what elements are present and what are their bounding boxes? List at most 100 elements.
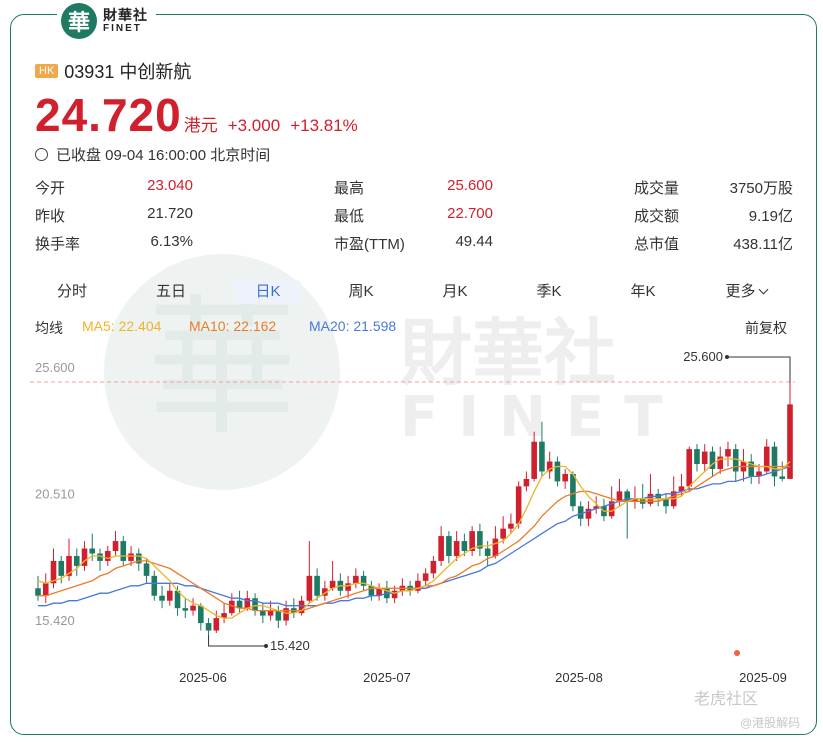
stat-value: 9.19亿	[748, 208, 793, 225]
last-price: 24.720	[35, 89, 182, 141]
ma-label: 均线	[35, 320, 63, 336]
candle-body	[35, 588, 41, 596]
tab-4[interactable]: 月K	[425, 280, 485, 304]
candle-body	[562, 473, 568, 482]
candle-body	[376, 588, 382, 596]
tab-2[interactable]: 日K	[235, 280, 301, 304]
candle-body	[73, 555, 80, 566]
candle-body	[213, 618, 220, 631]
candle-body	[717, 456, 724, 469]
candle-body	[508, 523, 514, 529]
candle-body	[523, 478, 530, 487]
candle-body	[275, 610, 282, 621]
candle-body	[694, 449, 700, 465]
candle-body	[554, 461, 561, 482]
tab-7[interactable]: 更多	[716, 280, 776, 304]
max-price-label: 25.600	[683, 349, 723, 364]
y-tick-label: 15.420	[35, 613, 75, 628]
candle-body	[748, 461, 755, 477]
candle-body	[314, 575, 320, 596]
candle-body	[492, 538, 499, 556]
candle-body	[663, 498, 669, 507]
candle-body	[112, 541, 119, 551]
candle-body	[477, 531, 483, 549]
candle-body	[709, 451, 716, 469]
price-change: +3.000	[227, 116, 281, 135]
candle-body	[515, 486, 522, 524]
stat-label: 最高	[334, 180, 365, 197]
tab-5[interactable]: 季K	[519, 280, 579, 304]
candle-body	[322, 588, 328, 596]
price-unit: 港元	[183, 116, 218, 135]
tab-label: 季K	[536, 283, 562, 300]
clock-icon	[35, 148, 48, 161]
x-tick-label: 2025-09	[739, 670, 787, 685]
candle-body	[135, 553, 142, 564]
candle-body	[732, 449, 739, 472]
stat-value: 22.700	[447, 205, 493, 222]
candle-body	[221, 613, 227, 619]
tab-3[interactable]: 周K	[331, 280, 391, 304]
tab-label: 月K	[442, 283, 468, 300]
candle-body	[616, 491, 623, 502]
candle-body	[771, 446, 778, 477]
candle-body	[461, 541, 468, 551]
candle-body	[198, 605, 204, 624]
market-badge: HK	[35, 64, 59, 78]
tab-label: 五日	[155, 283, 186, 300]
candle-body	[701, 451, 708, 465]
tab-label: 更多	[725, 283, 756, 300]
stat-value: 438.11亿	[733, 236, 793, 253]
candle-body	[585, 508, 592, 519]
tab-label: 分时	[56, 283, 87, 300]
stat-label: 成交量	[634, 180, 680, 197]
candle-body	[329, 580, 336, 589]
logo-name-en: FINET	[103, 23, 142, 34]
tab-1[interactable]: 五日	[141, 280, 201, 304]
candle-body	[97, 553, 103, 561]
candle-body	[787, 404, 793, 479]
candle-body	[632, 498, 638, 502]
tab-label: 年K	[630, 283, 656, 300]
candle-body	[58, 560, 65, 576]
tab-0[interactable]: 分时	[42, 280, 102, 304]
candle-body	[182, 608, 189, 611]
ma20-value: MA20: 21.598	[309, 318, 397, 334]
candle-body	[577, 506, 584, 519]
candle-body	[469, 531, 475, 551]
candle-body	[104, 550, 111, 561]
ma20-line	[38, 465, 791, 607]
tab-6[interactable]: 年K	[613, 280, 673, 304]
live-indicator-dot	[734, 650, 740, 656]
logo-icon: 華	[61, 3, 97, 39]
author-handle: @港股解码	[740, 716, 801, 730]
tiger-watermark: 老虎社区	[694, 691, 759, 708]
candle-body	[120, 541, 127, 561]
candle-body	[686, 449, 693, 487]
finet-logo: 華 財華社 FINET	[57, 0, 156, 42]
stat-value: 49.44	[455, 233, 493, 250]
candle-body	[205, 623, 212, 631]
candle-body	[624, 491, 630, 502]
adjust-button[interactable]: 前复权	[745, 320, 787, 336]
candle-body	[252, 598, 258, 611]
candle-body	[283, 608, 289, 621]
candle-body	[81, 548, 88, 566]
y-tick-label: 25.600	[35, 360, 75, 375]
stat-value: 3750万股	[729, 180, 793, 197]
candle-body	[229, 600, 235, 614]
stat-value: 21.720	[147, 205, 193, 222]
ma5-value: MA5: 22.404	[82, 318, 162, 334]
y-tick-label: 20.510	[35, 487, 75, 502]
stock-code-name: 03931 中创新航	[64, 62, 192, 82]
tab-label: 周K	[348, 283, 374, 300]
candle-body	[415, 580, 421, 591]
min-marker-line	[208, 635, 266, 647]
stat-label: 市盈(TTM)	[334, 236, 405, 253]
ma10-value: MA10: 22.162	[189, 318, 277, 334]
candle-body	[353, 575, 359, 584]
stat-value: 6.13%	[150, 233, 193, 250]
market-status: 已收盘 09-04 16:00:00 北京时间	[56, 147, 271, 164]
candle-body	[174, 590, 181, 609]
